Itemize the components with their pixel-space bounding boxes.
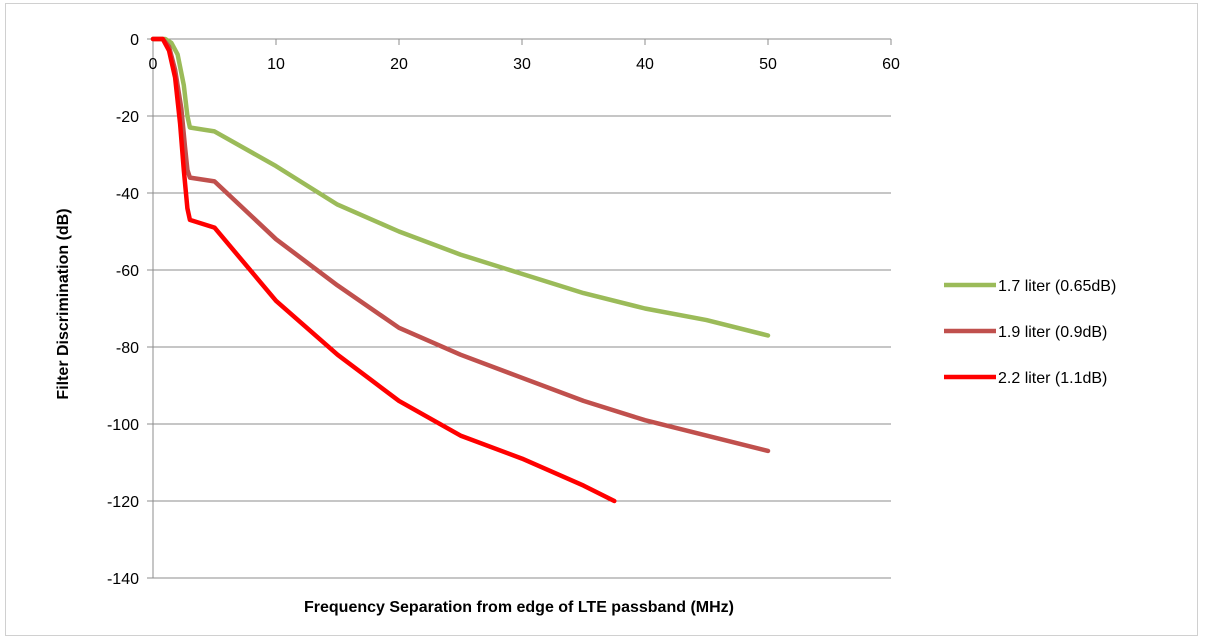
x-tick-label: 30 [513,56,531,73]
legend-label-3: 2.2 liter (1.1dB) [998,370,1107,387]
y-tick-label: -80 [116,340,139,357]
chart-frame: 0 10 20 30 40 50 60 0 -20 -40 -60 -80 -100 -120 -140 1… [5,3,1198,636]
legend-label-1: 1.7 liter (0.65dB) [998,278,1116,295]
grid-layer [153,115,891,579]
legend: 1.7 liter (0.65dB) 1.9 liter (0.9dB) 2.2 l… [944,278,1116,387]
series-line-3 [150,36,617,504]
series-line-1 [150,36,771,338]
y-tick-label: -20 [116,109,139,126]
x-axis-title: Frequency Separation from edge of LTE pa… [304,599,734,616]
y-tick-label: -140 [107,571,139,588]
y-tick-label: -120 [107,494,139,511]
series-line-2 [150,36,771,454]
x-tick-label: 40 [636,56,654,73]
y-tick-label: -40 [116,186,139,203]
y-axis-title: Filter Discrimination (dB) [55,208,72,399]
axis-layer: 0 10 20 30 40 50 60 0 -20 -40 -60 -80 -100 -120 -140 [107,32,900,588]
y-tick-label: -60 [116,263,139,280]
x-tick-label: 0 [149,56,158,73]
x-tick-label: 50 [759,56,777,73]
y-tick-label: 0 [130,32,139,49]
series-layer [150,36,771,504]
line-chart: 0 10 20 30 40 50 60 0 -20 -40 -60 -80 -100 -120 -140 1… [55,32,1116,616]
legend-label-2: 1.9 liter (0.9dB) [998,324,1107,341]
y-tick-label: -100 [107,417,139,434]
x-tick-label: 10 [267,56,285,73]
x-tick-label: 60 [882,56,900,73]
x-tick-label: 20 [390,56,408,73]
